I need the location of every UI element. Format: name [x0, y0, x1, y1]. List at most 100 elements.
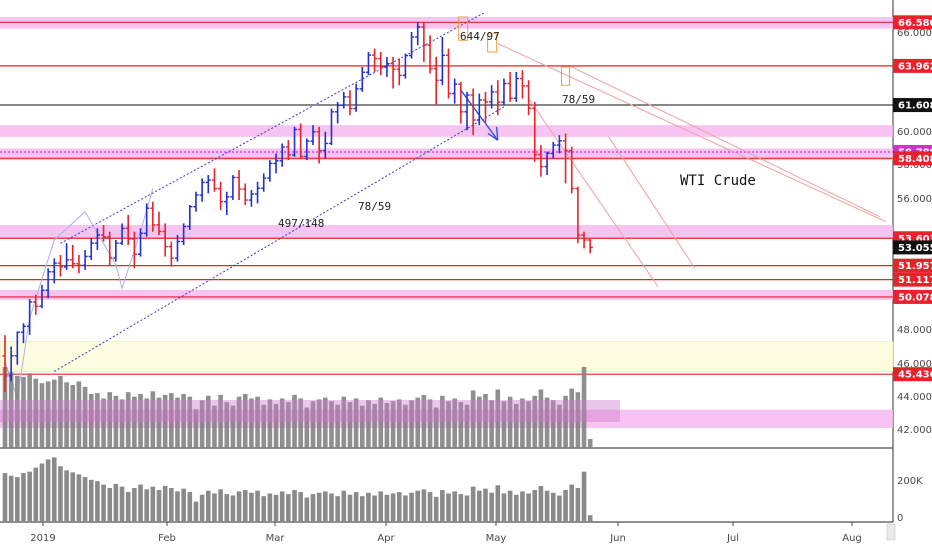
volume-bar	[569, 388, 575, 448]
volume-bar	[557, 404, 562, 448]
lower-volume-bar	[144, 489, 149, 522]
volume-bar	[341, 396, 347, 448]
volume-bar	[205, 395, 211, 448]
volume-bar	[575, 392, 581, 448]
trendlines	[4, 11, 887, 399]
volume-bar	[39, 383, 45, 448]
volume-bar	[298, 398, 303, 448]
volume-bar	[372, 403, 377, 448]
volume-bar	[532, 395, 538, 448]
volume-bar	[477, 396, 482, 448]
volume-bar	[581, 367, 587, 448]
lower-volume-bar	[27, 471, 32, 522]
lower-volume-bar	[218, 489, 223, 522]
volume-bar	[458, 402, 464, 448]
lower-volume-bar	[538, 485, 544, 522]
volume-bar	[76, 381, 82, 448]
lower-volume-bar	[359, 496, 365, 522]
volume-bar	[218, 394, 223, 448]
chart-annotation: 78/59	[562, 93, 595, 106]
volume-tick-label: 0	[897, 513, 903, 524]
volume-bar	[378, 397, 384, 448]
lower-volume-bar	[403, 495, 408, 522]
downtrend-line-1	[497, 43, 887, 223]
volume-bar	[8, 372, 14, 448]
peak-box	[458, 16, 469, 41]
chart-title: WTI Crude	[680, 173, 756, 189]
lower-volume-bar	[563, 490, 568, 522]
price-tag-box	[893, 15, 932, 30]
lower-volume-bar	[329, 493, 334, 522]
price-tag-box	[893, 367, 932, 382]
volume-bar	[470, 390, 476, 448]
scroll-handle[interactable]	[886, 523, 896, 541]
lower-volume-bar	[193, 501, 199, 522]
lower-volume-bar	[526, 493, 531, 522]
lower-volume-bar	[470, 486, 476, 522]
lower-volume-bar	[550, 492, 556, 522]
volume-bar	[501, 401, 507, 448]
lower-volume-bar	[390, 493, 396, 522]
lower-volume-bar	[433, 496, 439, 522]
price-tag-box	[893, 98, 932, 113]
volume-bar	[359, 405, 365, 448]
volume-bar	[64, 382, 69, 448]
volume-bar	[507, 396, 513, 448]
volume-bar	[138, 394, 143, 448]
y-tick-label: 46.000	[897, 359, 932, 370]
volume-bar	[150, 391, 156, 448]
lower-volume-bar	[76, 474, 82, 522]
blue-arrow-head-b	[495, 126, 499, 141]
volume-bar	[310, 401, 316, 448]
time-axis[interactable]: 2019 Feb Mar Apr May Jun Jul Aug	[30, 522, 896, 544]
volume-bar	[440, 395, 445, 448]
lower-volume-bar	[372, 495, 377, 522]
zone-band-2	[0, 148, 893, 161]
price-tag-label: 66.580	[898, 18, 932, 29]
price-axis[interactable]: 66.000 60.000 58.000 56.000 48.000 46.000 44.0…	[893, 15, 932, 524]
volume-bar	[113, 395, 119, 448]
lower-volume-bar	[575, 488, 581, 522]
lower-volume-bar	[212, 493, 217, 522]
volume-bar	[45, 381, 51, 448]
lower-volume-bar	[292, 490, 297, 522]
lower-volume-bar	[261, 496, 267, 522]
chart-annotation: 78/59	[358, 200, 391, 213]
lower-volume-bar	[310, 494, 316, 522]
y-tick-label: 58.000	[897, 160, 932, 171]
volume-bar	[550, 400, 556, 448]
lower-volume-bar	[39, 463, 45, 522]
channel-lower	[54, 106, 505, 372]
lower-volume-bar	[421, 489, 427, 522]
downtrend-line-4	[608, 136, 696, 269]
lower-volume-bar	[15, 477, 20, 522]
lower-volume-bar	[544, 490, 550, 522]
volume-bar	[347, 402, 353, 448]
may-box	[561, 66, 571, 86]
price-tag-box	[893, 258, 932, 273]
volume-bar	[107, 392, 113, 448]
volume-bar	[267, 399, 273, 448]
volume-bar	[224, 402, 230, 448]
lower-volume-bar	[335, 496, 340, 522]
volume-bar	[323, 397, 328, 448]
lower-volume-bar	[489, 492, 494, 522]
volume-bar	[335, 404, 340, 448]
lower-volume-bar	[520, 491, 525, 522]
lower-volume-bar	[150, 486, 156, 522]
lower-volume-bar	[51, 457, 57, 522]
x-tick-label: Apr	[377, 533, 395, 544]
lower-volume-bar	[507, 490, 513, 522]
volume-bar	[132, 396, 137, 448]
lower-volume-bar	[452, 491, 457, 522]
ohlc-bars	[2, 21, 593, 393]
volume-bar	[82, 386, 88, 448]
lower-volume-bar	[532, 490, 538, 522]
volume-bar	[563, 395, 568, 448]
downtrend-line-3	[528, 98, 659, 287]
lower-volume-bar	[236, 491, 242, 522]
